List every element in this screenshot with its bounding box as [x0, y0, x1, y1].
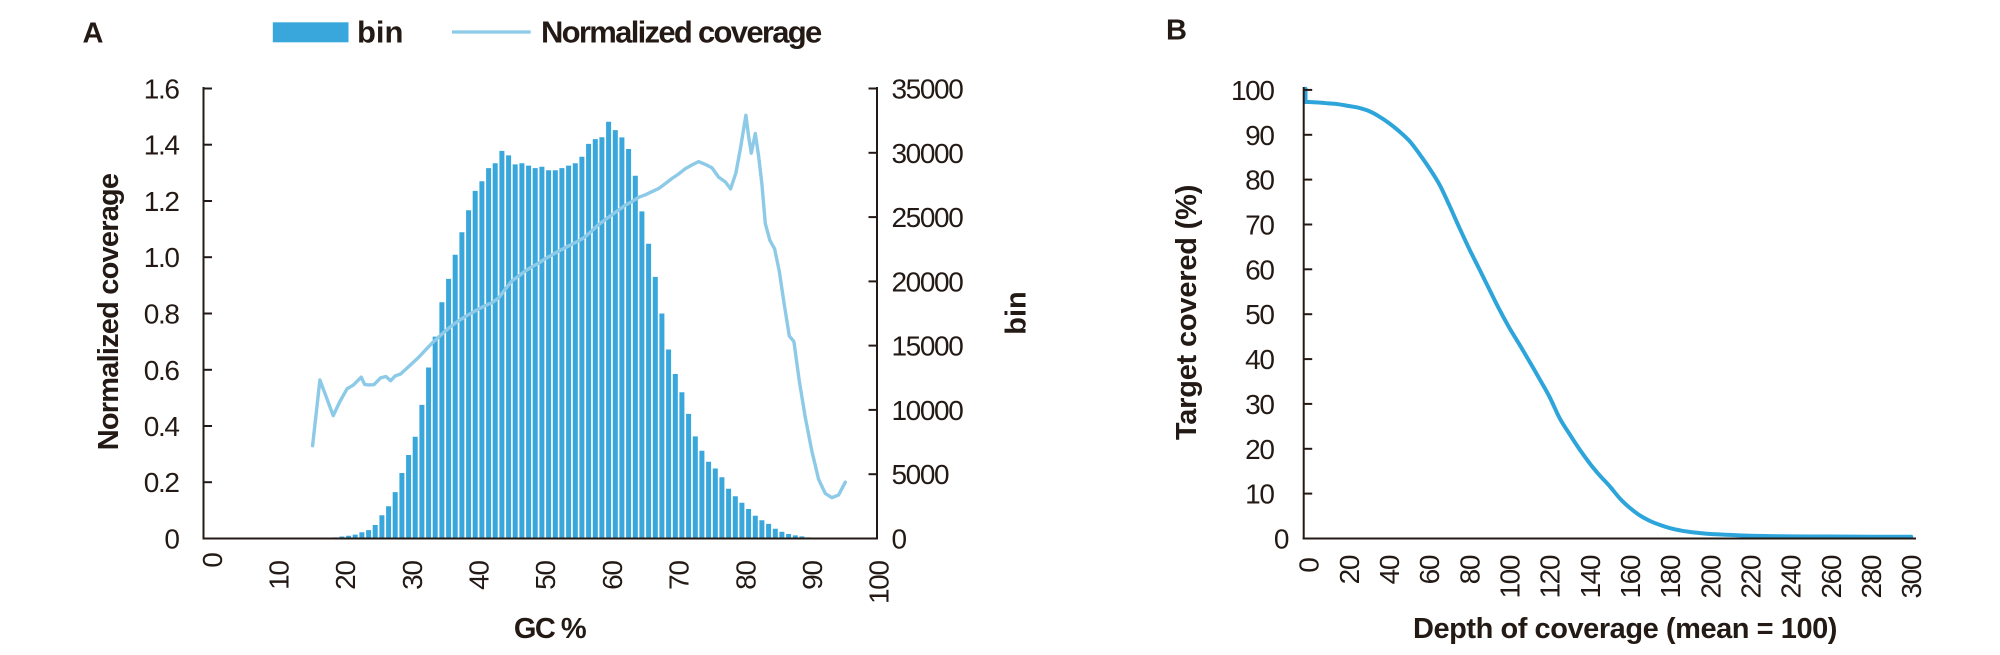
svg-text:1.0: 1.0 [144, 242, 180, 273]
svg-text:20: 20 [330, 561, 361, 590]
svg-text:240: 240 [1776, 555, 1807, 598]
svg-text:40: 40 [1245, 344, 1274, 375]
svg-text:B: B [1166, 15, 1187, 47]
svg-text:60: 60 [597, 561, 628, 590]
svg-text:20000: 20000 [892, 266, 964, 297]
svg-text:50: 50 [530, 561, 561, 590]
svg-text:50: 50 [1245, 299, 1274, 330]
svg-text:300: 300 [1896, 555, 1927, 598]
svg-text:1.6: 1.6 [144, 74, 180, 105]
svg-text:100: 100 [1231, 75, 1274, 106]
svg-text:20: 20 [1334, 555, 1365, 584]
svg-text:0.2: 0.2 [144, 467, 180, 498]
svg-text:30: 30 [1245, 389, 1274, 420]
svg-text:1.4: 1.4 [144, 130, 180, 161]
svg-text:bin: bin [357, 14, 404, 49]
svg-text:80: 80 [1454, 555, 1485, 584]
svg-text:10: 10 [264, 561, 295, 590]
svg-text:15000: 15000 [892, 331, 964, 362]
svg-text:40: 40 [1374, 555, 1405, 584]
svg-text:40: 40 [464, 561, 495, 590]
svg-text:10000: 10000 [892, 395, 964, 426]
svg-text:60: 60 [1245, 254, 1274, 285]
svg-text:200: 200 [1695, 555, 1726, 598]
svg-text:Depth of coverage (mean = 100): Depth of coverage (mean = 100) [1413, 613, 1837, 645]
svg-text:30: 30 [397, 561, 428, 590]
svg-text:220: 220 [1736, 555, 1767, 598]
svg-text:80: 80 [1245, 165, 1274, 196]
svg-text:35000: 35000 [892, 74, 964, 105]
svg-text:160: 160 [1615, 555, 1646, 598]
svg-text:80: 80 [730, 561, 761, 590]
svg-text:0.4: 0.4 [144, 411, 180, 442]
svg-text:70: 70 [664, 561, 695, 590]
svg-text:5000: 5000 [892, 459, 950, 490]
svg-text:0.6: 0.6 [144, 355, 180, 386]
svg-text:10: 10 [1245, 479, 1274, 510]
svg-text:280: 280 [1856, 555, 1887, 598]
svg-text:100: 100 [864, 561, 895, 604]
svg-text:bin: bin [1001, 291, 1033, 335]
svg-text:1.2: 1.2 [144, 186, 180, 217]
svg-text:180: 180 [1655, 555, 1686, 598]
svg-text:0: 0 [197, 553, 228, 568]
svg-text:60: 60 [1414, 555, 1445, 584]
svg-text:A: A [83, 18, 104, 50]
svg-text:30000: 30000 [892, 138, 964, 169]
svg-text:260: 260 [1816, 555, 1847, 598]
svg-text:0: 0 [892, 524, 907, 555]
svg-text:0: 0 [164, 524, 179, 555]
svg-text:70: 70 [1245, 210, 1274, 241]
svg-text:90: 90 [1245, 120, 1274, 151]
svg-text:90: 90 [797, 561, 828, 590]
svg-text:100: 100 [1495, 555, 1526, 598]
svg-text:20: 20 [1245, 434, 1274, 465]
svg-text:0: 0 [1294, 558, 1325, 573]
svg-text:140: 140 [1575, 555, 1606, 598]
svg-text:25000: 25000 [892, 202, 964, 233]
svg-text:0.8: 0.8 [144, 299, 180, 330]
svg-text:Normalized coverage: Normalized coverage [541, 14, 822, 49]
svg-text:GC %: GC % [514, 613, 587, 645]
svg-text:Normalized coverage: Normalized coverage [93, 173, 125, 450]
svg-text:0: 0 [1274, 524, 1289, 555]
svg-text:120: 120 [1535, 555, 1566, 598]
svg-text:Target covered (%): Target covered (%) [1171, 185, 1203, 440]
